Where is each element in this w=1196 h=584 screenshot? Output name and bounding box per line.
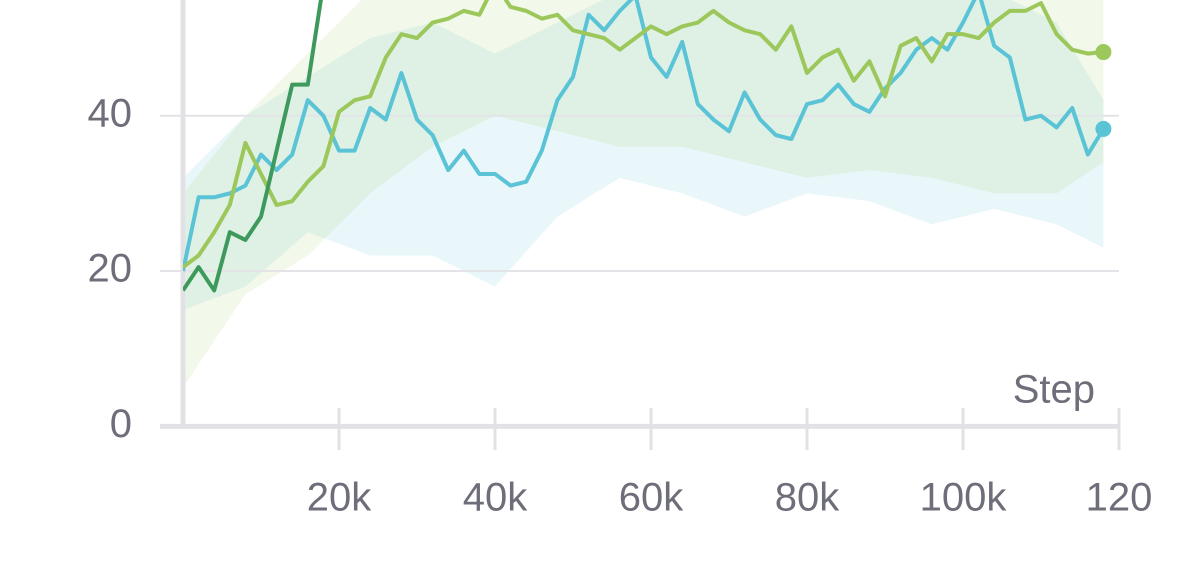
end-marker: [1095, 120, 1112, 137]
x-tick-label: 80k: [775, 476, 840, 520]
band: [183, 0, 1104, 310]
x-tick-label: 40k: [463, 476, 528, 520]
x-axis-label: Step: [1013, 368, 1095, 412]
y-tick-label: 0: [110, 402, 132, 446]
grid: [160, 0, 1121, 450]
x-tick-label: 100k: [920, 476, 1008, 520]
series-line: [183, 0, 1104, 269]
end-marker: [1095, 44, 1112, 61]
lines: [183, 0, 1106, 293]
x-tick-label: 60k: [619, 476, 684, 520]
y-tick-label: 40: [88, 91, 133, 135]
band: [183, 0, 1104, 388]
x-tick-label: 20k: [307, 476, 372, 520]
bands: [183, 0, 1104, 388]
y-tick-label: 20: [88, 247, 133, 291]
x-tick-label: 120: [1086, 476, 1153, 520]
series-line: [183, 0, 1106, 272]
series-line: [183, 0, 323, 293]
